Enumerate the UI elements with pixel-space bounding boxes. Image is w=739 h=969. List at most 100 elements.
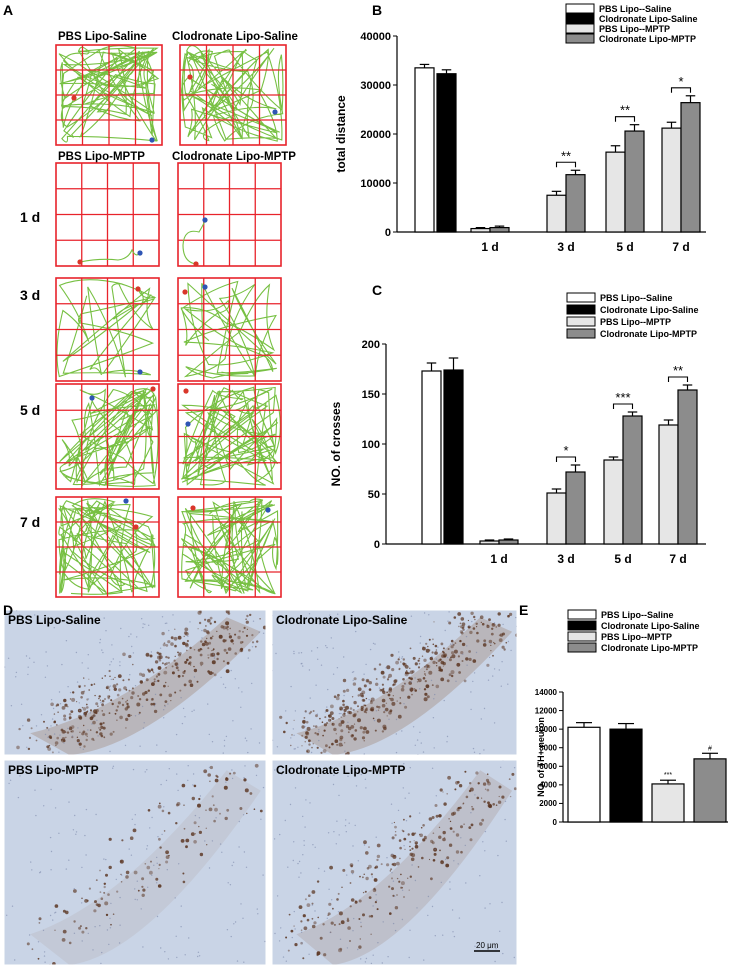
th-neuron: [417, 666, 421, 669]
th-neuron: [161, 662, 164, 665]
background-cell: [344, 750, 346, 752]
background-cell: [318, 623, 321, 625]
th-neuron: [407, 877, 409, 879]
background-cell: [468, 625, 470, 627]
th-neuron: [109, 732, 113, 736]
background-cell: [58, 751, 60, 753]
background-cell: [391, 872, 393, 874]
background-cell: [81, 940, 83, 942]
th-neuron: [443, 802, 447, 806]
th-neuron: [211, 660, 216, 665]
th-neuron: [388, 885, 391, 888]
background-cell: [81, 902, 83, 904]
background-cell: [251, 646, 254, 648]
th-neuron: [193, 648, 196, 651]
th-neuron: [428, 638, 431, 641]
th-neuron: [457, 612, 462, 616]
background-cell: [7, 657, 10, 659]
th-neuron: [452, 811, 457, 815]
background-cell: [262, 786, 265, 789]
background-cell: [493, 722, 496, 724]
th-neuron: [352, 708, 355, 712]
background-cell: [329, 931, 331, 934]
th-neuron: [239, 807, 243, 810]
th-neuron: [449, 820, 452, 823]
th-neuron: [237, 635, 241, 640]
th-neuron: [361, 678, 365, 682]
th-neuron: [373, 887, 376, 890]
th-neuron: [353, 737, 357, 741]
th-neuron: [249, 613, 252, 617]
background-cell: [187, 765, 189, 767]
background-cell: [300, 663, 302, 665]
th-neuron: [326, 721, 329, 725]
th-neuron: [323, 723, 327, 727]
locomotor-track: [180, 386, 281, 486]
end-point-marker: [149, 137, 155, 143]
background-cell: [409, 687, 411, 689]
background-cell: [111, 644, 113, 646]
x-tick-label: 5 d: [614, 552, 631, 566]
background-cell: [372, 642, 375, 645]
legend-label: PBS Lipo--MPTP: [601, 632, 672, 642]
background-cell: [251, 682, 253, 685]
th-neuron: [497, 623, 501, 627]
background-cell: [419, 731, 421, 733]
background-cell: [332, 783, 335, 786]
background-cell: [344, 825, 347, 827]
th-neuron: [98, 695, 101, 698]
background-cell: [305, 729, 307, 731]
th-neuron: [157, 673, 161, 676]
th-neuron: [323, 953, 327, 957]
th-neuron: [520, 790, 522, 792]
background-cell: [121, 874, 123, 876]
end-point-marker: [137, 250, 143, 256]
th-neuron: [480, 621, 482, 624]
significance-bracket: [670, 87, 692, 93]
background-cell: [275, 652, 277, 655]
background-cell: [294, 787, 297, 789]
significance-marker: *: [563, 443, 568, 458]
th-neuron: [207, 773, 211, 777]
x-tick-label: 5 d: [616, 240, 633, 254]
background-cell: [433, 698, 435, 700]
open-field-arena: [177, 383, 282, 490]
th-neuron: [351, 696, 354, 698]
background-cell: [243, 777, 245, 779]
th-neuron: [63, 698, 67, 703]
background-cell: [139, 745, 141, 747]
th-neuron: [308, 739, 311, 743]
bar: [546, 492, 567, 545]
background-cell: [483, 749, 485, 751]
background-cell: [142, 946, 144, 948]
background-cell: [482, 841, 484, 843]
panel-letters: A BCD E: [3, 2, 528, 618]
th-neuron: [440, 642, 444, 646]
background-cell: [20, 703, 23, 705]
background-cell: [78, 709, 81, 712]
background-cell: [150, 651, 153, 653]
th-neuron: [359, 938, 361, 940]
background-cell: [473, 672, 476, 674]
background-cell: [255, 774, 258, 777]
th-neuron: [88, 689, 91, 691]
th-neuron: [104, 698, 106, 700]
background-cell: [89, 712, 92, 714]
background-cell: [132, 652, 135, 654]
th-neuron: [114, 676, 116, 679]
th-neuron: [85, 738, 88, 742]
significance-marker: #: [708, 745, 712, 752]
y-tick-label: 10000: [535, 725, 558, 734]
th-neuron: [306, 749, 310, 754]
th-neuron: [61, 706, 66, 710]
background-cell: [59, 734, 61, 736]
th-neuron: [375, 678, 378, 680]
background-cell: [75, 651, 78, 654]
th-neuron: [411, 847, 414, 850]
th-neuron: [167, 640, 171, 644]
th-neuron: [112, 730, 115, 733]
background-cell: [428, 614, 430, 616]
background-cell: [337, 613, 339, 615]
background-cell: [297, 746, 299, 748]
th-neuron: [165, 662, 169, 665]
